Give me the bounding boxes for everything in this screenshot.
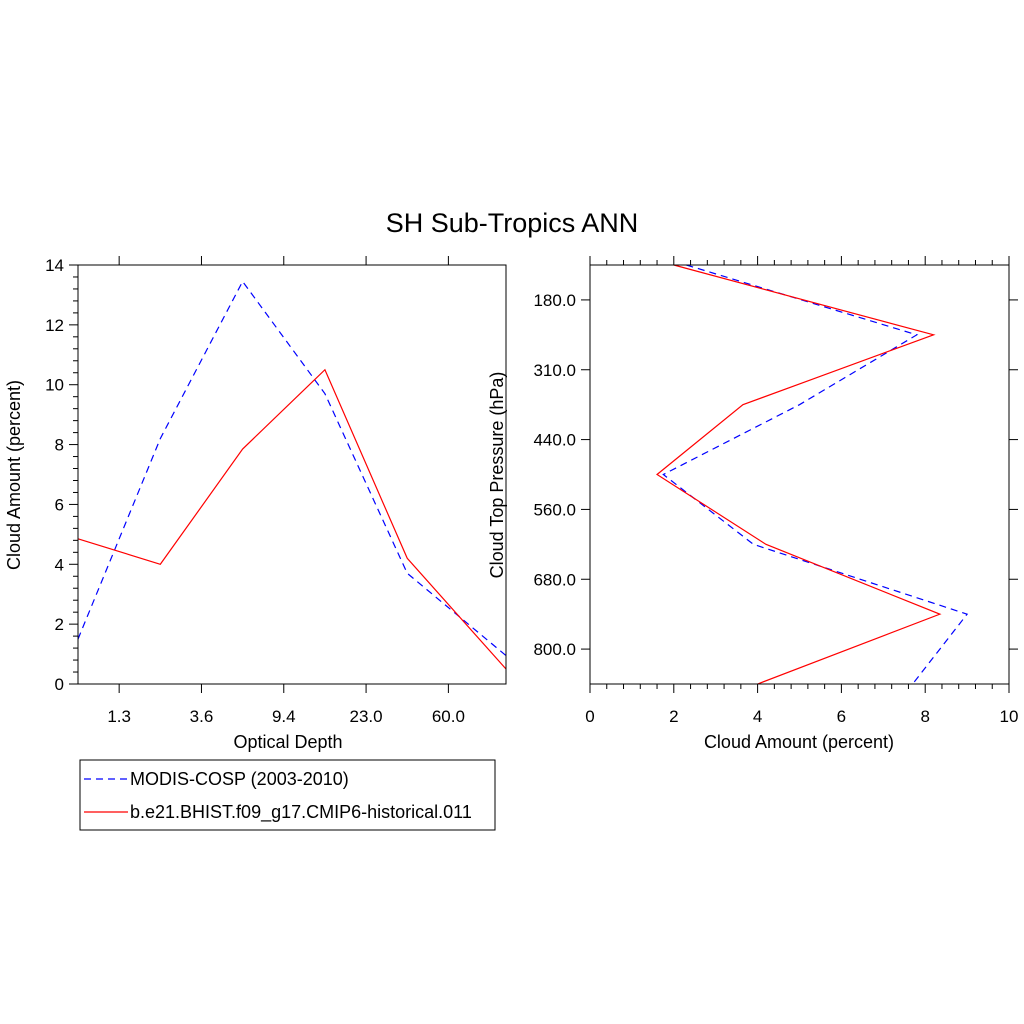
optical-depth-ylabel: Cloud Amount (percent) <box>4 380 24 570</box>
cloud-top-pressure-series <box>656 264 969 685</box>
cloud-amount-xtick-label: 8 <box>920 707 929 726</box>
cloud-top-pressure-ylabel: Cloud Top Pressure (hPa) <box>487 372 507 579</box>
cloud-amount-xtick-label: 4 <box>753 707 762 726</box>
optical-depth-ticks: 0 2 4 6 8 10 12 14 1.3 3.6 9.4 23.0 60.0 <box>45 256 465 726</box>
cloud-top-pressure-plot: 0 2 4 6 8 10 180.0 310.0 440.0 560.0 680.0 800.0 Cl… <box>487 256 1018 752</box>
cloud-top-pressure-line-model <box>656 264 942 685</box>
pressure-ytick-label: 560.0 <box>533 500 576 519</box>
optical-depth-line-model <box>77 368 507 670</box>
cloud-amount-xtick-label: 2 <box>669 707 678 726</box>
pressure-ytick-label: 680.0 <box>533 570 576 589</box>
optical-depth-xtick-label: 23.0 <box>350 707 383 726</box>
optical-depth-line-modis <box>77 280 507 657</box>
legend-label-modis: MODIS-COSP (2003-2010) <box>130 769 349 789</box>
cloud-top-pressure-line-modis <box>662 264 969 685</box>
chart-title: SH Sub-Tropics ANN <box>386 208 639 238</box>
optical-depth-ytick-label: 6 <box>55 495 64 514</box>
optical-depth-ytick-label: 4 <box>55 555 64 574</box>
cloud-amount-xtick-label: 10 <box>1000 707 1019 726</box>
optical-depth-plot-frame <box>77 264 507 685</box>
optical-depth-xtick-label: 60.0 <box>432 707 465 726</box>
legend-label-model: b.e21.BHIST.f09_g17.CMIP6-historical.011 <box>130 802 472 823</box>
optical-depth-ytick-label: 14 <box>45 256 64 275</box>
optical-depth-ytick-label: 2 <box>55 615 64 634</box>
pressure-ytick-label: 800.0 <box>533 640 576 659</box>
optical-depth-xtick-label: 9.4 <box>272 707 296 726</box>
cloud-top-pressure-xlabel: Cloud Amount (percent) <box>704 732 894 752</box>
optical-depth-ytick-label: 8 <box>55 436 64 455</box>
legend: MODIS-COSP (2003-2010) b.e21.BHIST.f09_g… <box>79 759 496 831</box>
pressure-ytick-label: 440.0 <box>533 431 576 450</box>
optical-depth-series <box>77 280 507 670</box>
cloud-amount-xtick-label: 6 <box>837 707 846 726</box>
optical-depth-xtick-label: 1.3 <box>107 707 131 726</box>
pressure-ytick-label: 180.0 <box>533 291 576 310</box>
optical-depth-xlabel: Optical Depth <box>233 732 342 752</box>
optical-depth-ytick-label: 10 <box>45 376 64 395</box>
legend-box <box>79 759 496 831</box>
optical-depth-xtick-label: 3.6 <box>190 707 214 726</box>
optical-depth-ytick-label: 0 <box>55 675 64 694</box>
cloud-amount-xtick-label: 0 <box>585 707 594 726</box>
optical-depth-plot: 0 2 4 6 8 10 12 14 1.3 3.6 9.4 23.0 60.0 Optical Dep… <box>4 256 507 752</box>
pressure-ytick-label: 310.0 <box>533 361 576 380</box>
cloud-top-pressure-plot-frame <box>589 264 1010 685</box>
optical-depth-ytick-label: 12 <box>45 316 64 335</box>
cloud-top-pressure-ticks: 0 2 4 6 8 10 180.0 310.0 440.0 560.0 680.0 800.0 <box>533 256 1018 726</box>
